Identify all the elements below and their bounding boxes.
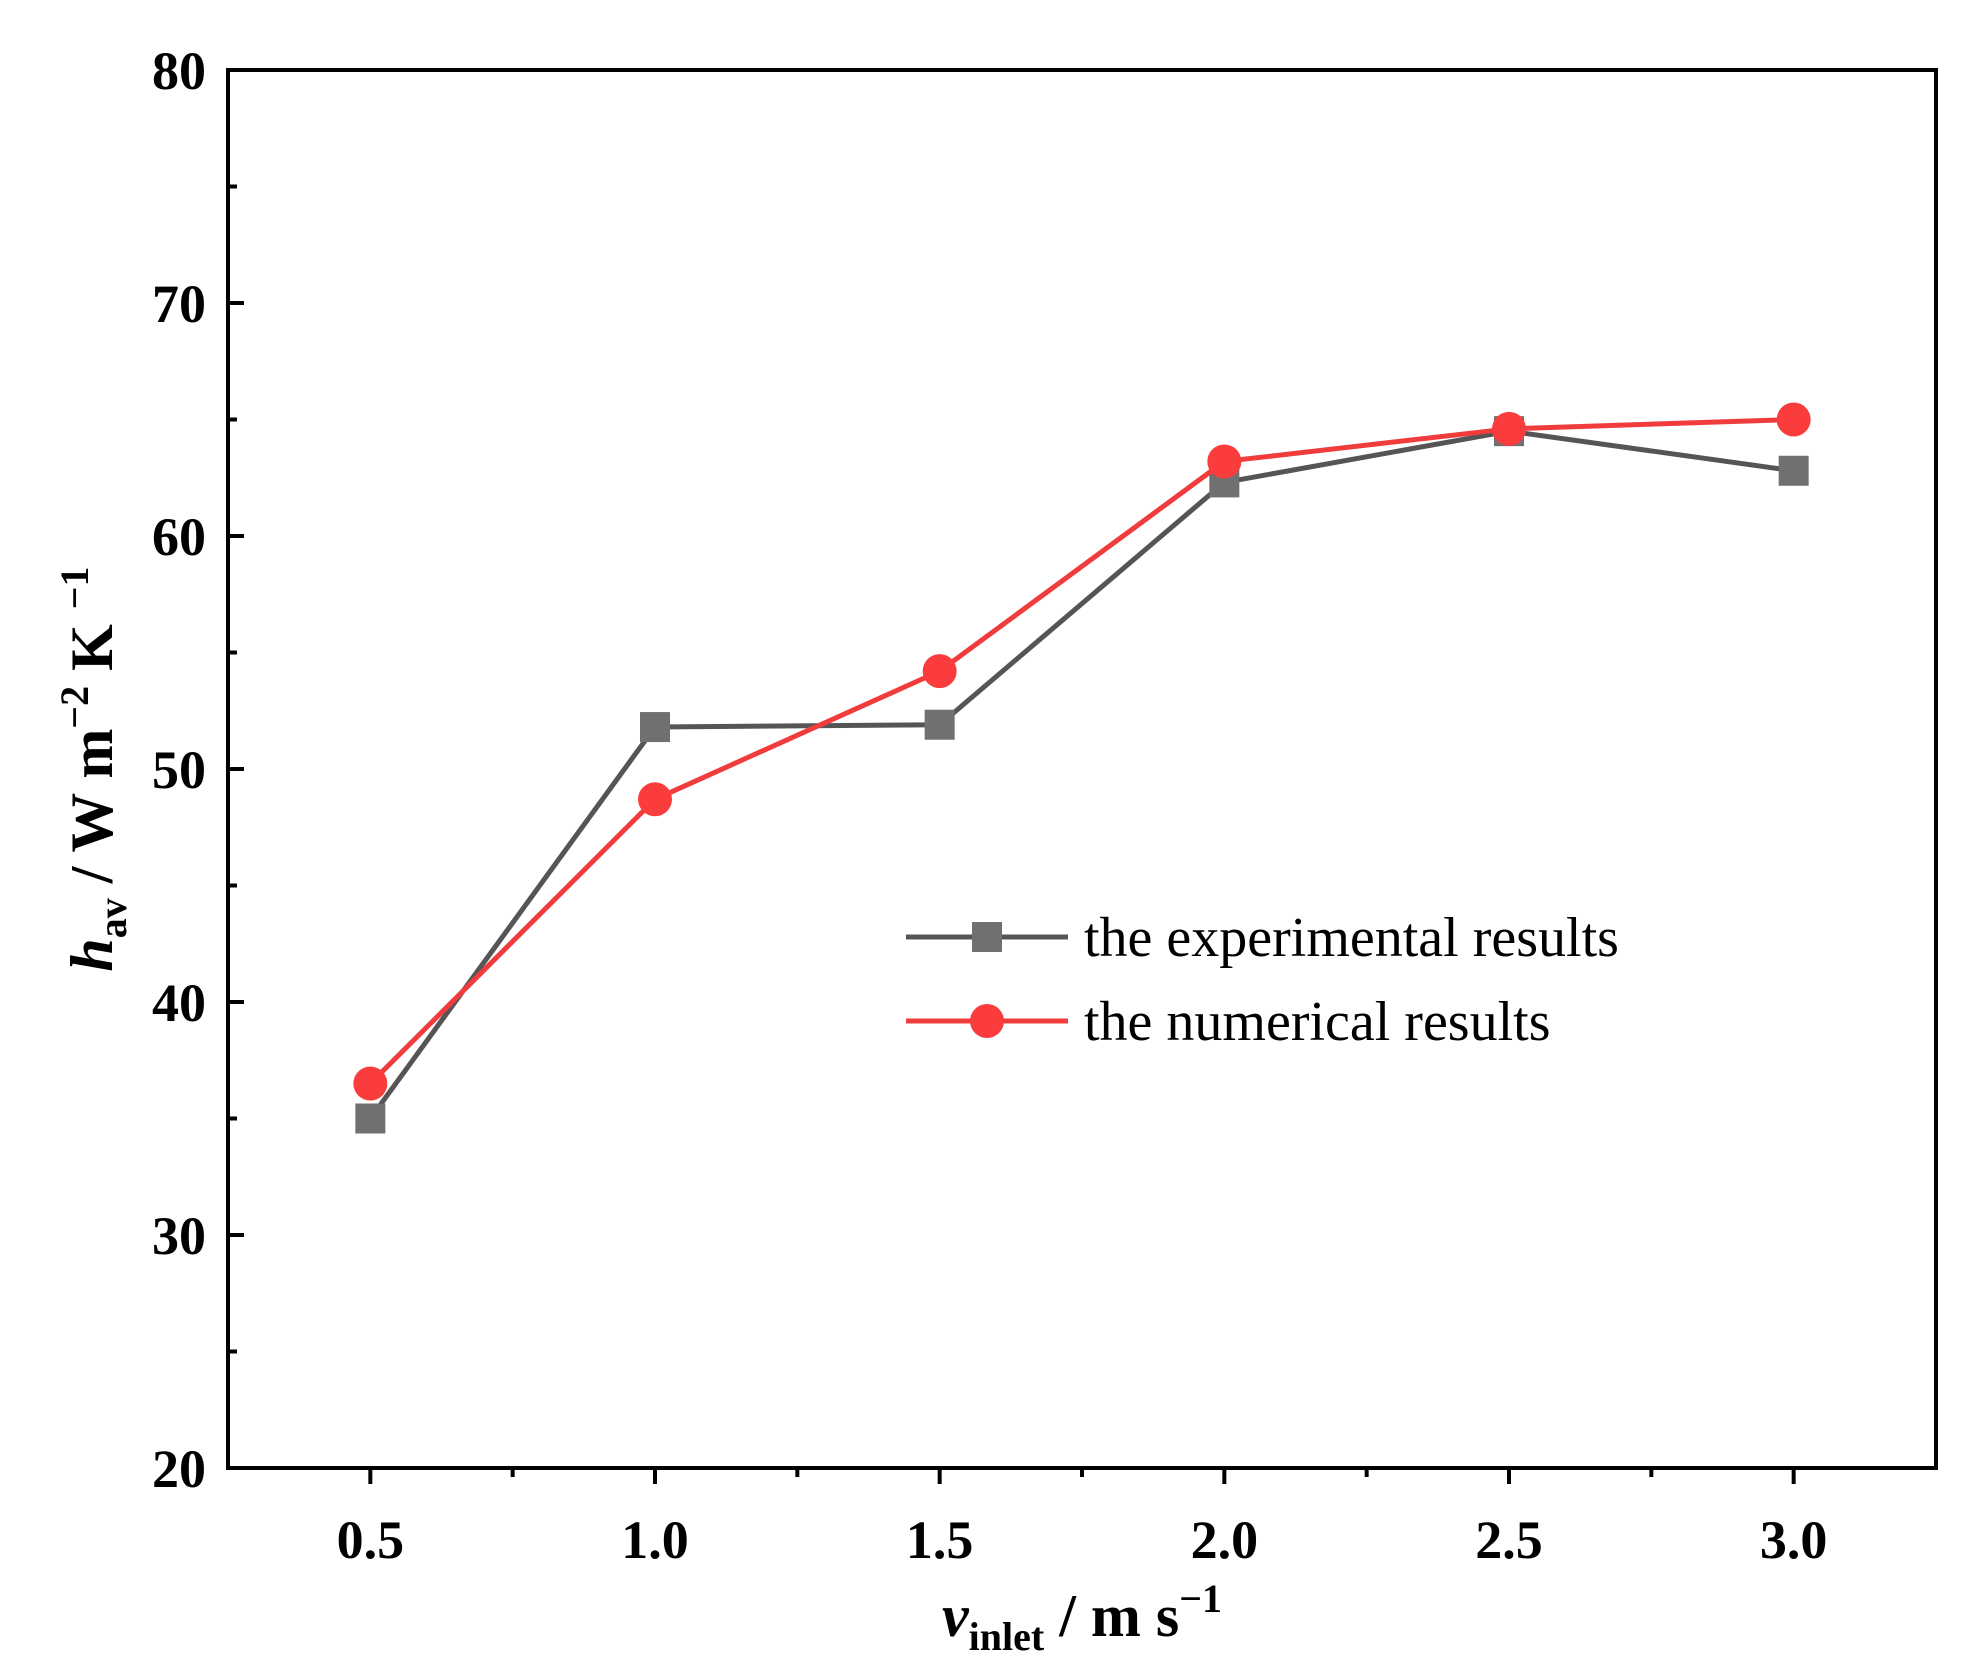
experimental-data-point [355, 1103, 386, 1134]
y-axis-title-main: h [59, 938, 125, 971]
x-axis-title-sub: inlet [969, 1614, 1045, 1659]
y-axis-title-sub: av [90, 898, 135, 938]
x-axis-title: vinlet / m s−1 [942, 1576, 1222, 1659]
numerical-data-point [353, 1066, 388, 1101]
y-axis-ticks: 20 30 40 50 60 70 80 [152, 41, 244, 1499]
x-tick-label: 1.0 [621, 1510, 689, 1570]
numerical-data-point [1776, 402, 1811, 437]
x-tick-label: 2.5 [1475, 1510, 1543, 1570]
legend-item-experimental: the experimental results [906, 907, 1619, 969]
numerical-data-point [1492, 411, 1526, 446]
experimental-data-point [1778, 455, 1809, 486]
numerical-series-line [368, 417, 1794, 1086]
legend-label-numerical: the numerical results [1084, 991, 1551, 1053]
y-axis-title-sup: −2 [52, 686, 97, 729]
y-tick-label: 60 [152, 507, 206, 567]
y-tick-label: 40 [152, 973, 206, 1033]
legend-marker-square [972, 922, 1002, 952]
y-tick-label: 80 [152, 41, 206, 101]
x-axis-title-sup: −1 [1179, 1576, 1222, 1621]
numerical-data-point [638, 782, 672, 817]
plot-area [226, 68, 1938, 1470]
y-tick-label: 30 [152, 1206, 206, 1266]
numerical-data-point [922, 654, 957, 689]
y-axis-title: hav / W m−2 K −1 [52, 566, 135, 971]
legend: the experimental results the numerical r… [906, 907, 1619, 1053]
y-axis-title-rest: / W m [59, 729, 125, 898]
y-tick-label: 50 [152, 740, 206, 800]
y-axis-title-rest2: K [59, 609, 125, 686]
x-tick-label: 0.5 [337, 1510, 405, 1570]
x-axis-title-main: v [942, 1583, 970, 1649]
experimental-series-line [368, 428, 1795, 1120]
legend-label-experimental: the experimental results [1084, 907, 1619, 969]
legend-marker-circle [970, 1004, 1004, 1038]
experimental-data-point [640, 712, 670, 743]
legend-item-numerical: the numerical results [906, 991, 1551, 1053]
numerical-data-point [1207, 444, 1242, 479]
series-layer [353, 402, 1811, 1134]
x-tick-label: 1.5 [906, 1510, 974, 1570]
y-axis-title-sup2: −1 [52, 566, 97, 609]
x-axis-title-rest: / m s [1044, 1583, 1179, 1649]
x-tick-label: 3.0 [1760, 1510, 1828, 1570]
y-tick-label: 70 [152, 274, 206, 334]
y-tick-label: 20 [152, 1439, 206, 1499]
x-tick-label: 2.0 [1191, 1510, 1259, 1570]
experimental-data-point [924, 709, 955, 740]
x-axis-ticks: 0.5 1.0 1.5 2.0 2.5 3.0 [337, 1468, 1828, 1570]
